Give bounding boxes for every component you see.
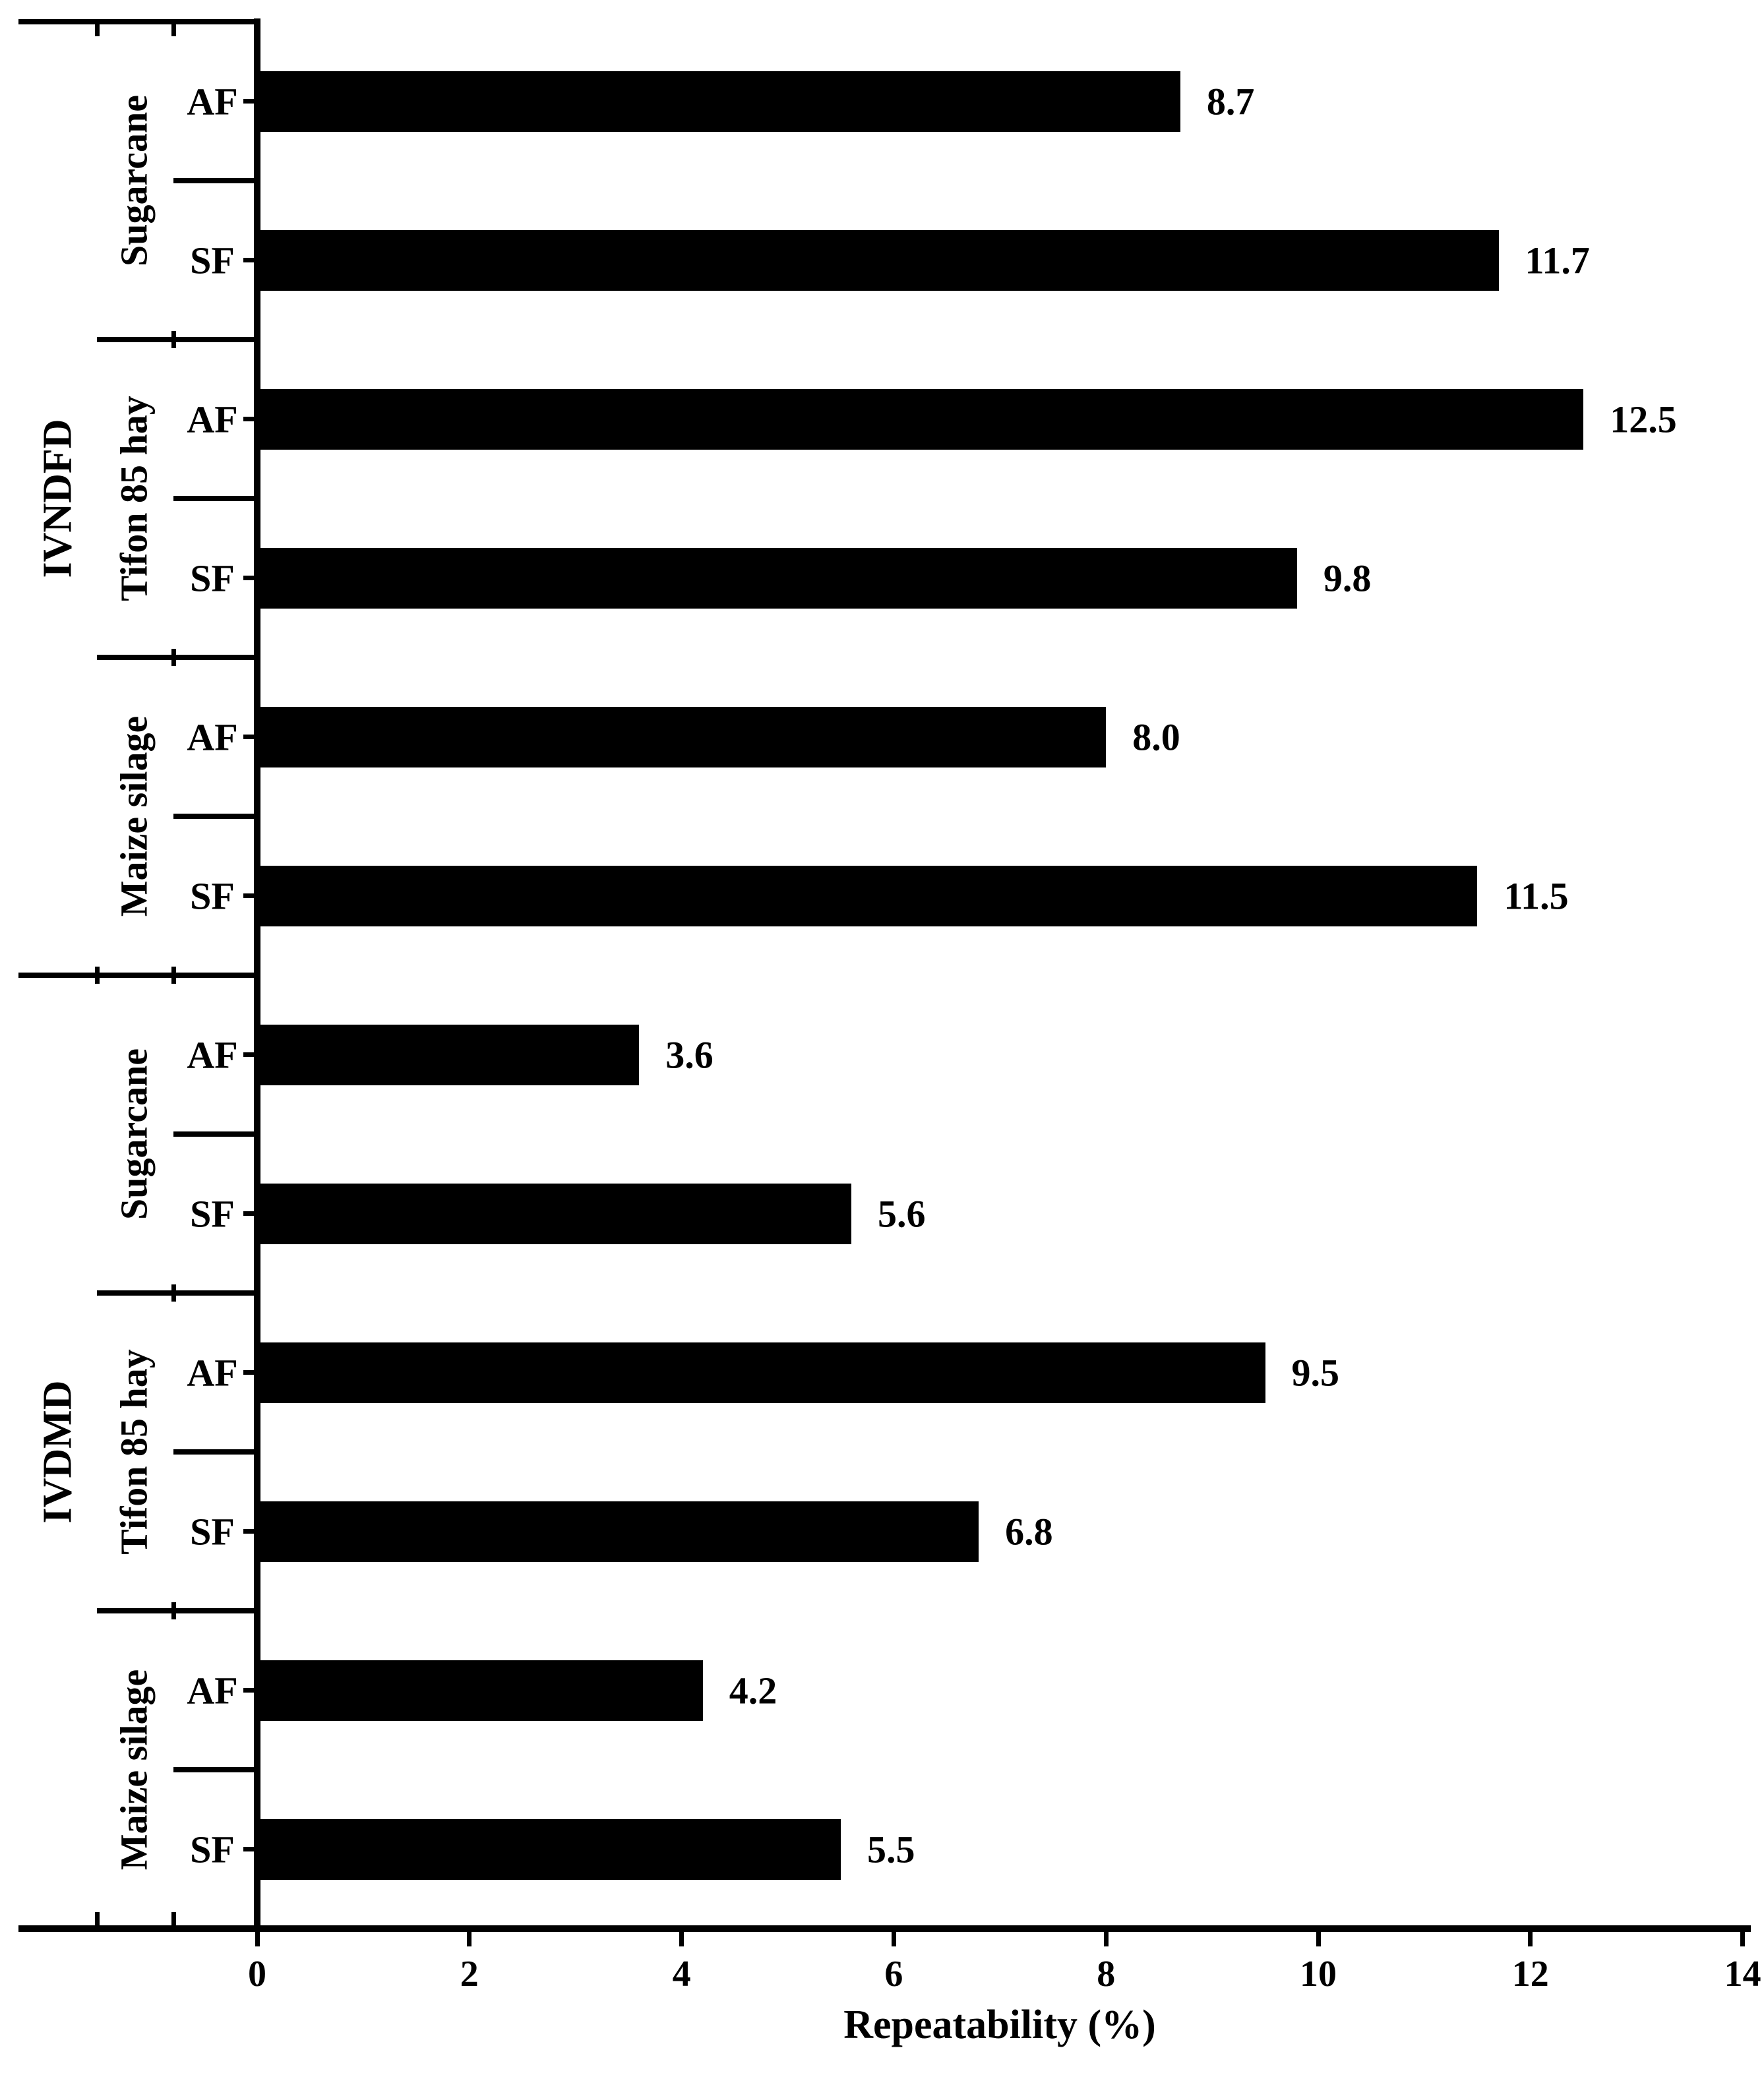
category-axis-tick — [243, 258, 254, 262]
feed-label: Tifon 85 hay — [112, 1349, 156, 1555]
fraction-label: SF — [190, 556, 235, 599]
bar — [260, 71, 1180, 132]
x-axis-tick-label: 14 — [1724, 1954, 1761, 1995]
category-divider-tick — [171, 967, 176, 984]
bar-value-label: 11.5 — [1504, 874, 1569, 917]
feed-divider — [97, 1290, 257, 1296]
bar — [260, 229, 1499, 291]
x-axis-tick — [1528, 1932, 1533, 1946]
group-label: IVDMD — [35, 1380, 80, 1524]
fraction-label: AF — [187, 1669, 238, 1712]
feed-label: Sugarcane — [112, 95, 156, 266]
bar-value-label: 12.5 — [1610, 398, 1677, 440]
bar-value-label: 9.8 — [1323, 556, 1372, 599]
bar-value-label: 11.7 — [1525, 239, 1590, 282]
x-axis-tick-label: 8 — [1097, 1954, 1116, 1995]
fraction-label: SF — [190, 874, 235, 917]
bar — [260, 1183, 852, 1244]
bar — [260, 547, 1297, 609]
bar-value-label: 8.7 — [1206, 80, 1255, 123]
x-axis-tick-label: 2 — [460, 1954, 479, 1995]
category-axis-tick — [243, 1052, 254, 1057]
category-axis-tick — [243, 1211, 254, 1216]
feed-label: Maize silage — [112, 715, 156, 917]
bar — [260, 1501, 979, 1562]
fraction-label: AF — [187, 1033, 238, 1076]
x-axis-tick — [891, 1932, 896, 1946]
bar-value-label: 9.5 — [1291, 1351, 1340, 1394]
feed-label: Tifon 85 hay — [112, 396, 156, 601]
x-axis-tick — [255, 1932, 260, 1946]
fraction-label: AF — [187, 1351, 238, 1394]
category-axis-tick — [243, 417, 254, 421]
feed-divider-tick — [171, 331, 176, 348]
feed-label: Sugarcane — [112, 1048, 156, 1220]
bar-value-label: 3.6 — [665, 1033, 714, 1076]
bar — [260, 1024, 640, 1085]
bar-value-label: 4.2 — [729, 1669, 777, 1712]
x-axis-tick — [467, 1932, 472, 1946]
fraction-divider — [173, 1131, 257, 1137]
category-axis-tick — [243, 576, 254, 580]
category-axis-tick — [243, 893, 254, 898]
feed-divider — [97, 655, 257, 660]
x-axis-tick-label: 0 — [248, 1954, 266, 1995]
category-axis-tick — [243, 735, 254, 739]
feed-divider — [97, 337, 257, 342]
category-axis-tick — [243, 1688, 254, 1693]
bar — [260, 388, 1584, 450]
bar — [260, 706, 1107, 767]
category-axis-tick — [243, 1370, 254, 1375]
bar — [260, 1660, 703, 1721]
x-axis-line — [18, 1925, 1751, 1932]
fraction-label: SF — [190, 1828, 235, 1871]
y-axis-line — [254, 18, 260, 1932]
category-divider-tick — [94, 967, 100, 984]
category-divider-tick — [171, 19, 176, 36]
fraction-label: SF — [190, 1192, 235, 1235]
x-axis-tick-label: 4 — [672, 1954, 691, 1995]
x-axis-tick-label: 10 — [1300, 1954, 1337, 1995]
fraction-label: SF — [190, 239, 235, 282]
category-divider-tick — [171, 1912, 176, 1925]
category-divider-major — [18, 973, 257, 978]
feed-divider-tick — [171, 649, 176, 666]
bar-value-label: 5.5 — [867, 1828, 915, 1871]
bar — [260, 1819, 841, 1880]
category-axis-tick — [243, 99, 254, 104]
category-divider-tick — [94, 19, 100, 36]
x-axis-tick-label: 12 — [1511, 1954, 1549, 1995]
fraction-divider — [173, 814, 257, 819]
x-axis-tick — [679, 1932, 684, 1946]
fraction-label: SF — [190, 1510, 235, 1553]
category-axis-tick — [243, 1847, 254, 1851]
fraction-divider — [173, 496, 257, 501]
fraction-label: AF — [187, 398, 238, 440]
feed-divider — [97, 1608, 257, 1613]
fraction-divider — [173, 1449, 257, 1455]
category-axis-tick — [243, 1529, 254, 1534]
x-axis-title: Repeatability (%) — [843, 2002, 1156, 2047]
fraction-divider — [173, 1767, 257, 1772]
bar-value-label: 6.8 — [1005, 1510, 1053, 1553]
category-divider-tick — [94, 1912, 100, 1925]
x-axis-tick — [1316, 1932, 1321, 1946]
group-label: IVNDFD — [35, 419, 80, 578]
fraction-divider — [173, 178, 257, 183]
fraction-label: AF — [187, 80, 238, 123]
bar — [260, 865, 1478, 926]
x-axis-tick-label: 6 — [884, 1954, 903, 1995]
feed-label: Maize silage — [112, 1669, 156, 1871]
x-axis-tick — [1103, 1932, 1109, 1946]
feed-divider-tick — [171, 1602, 176, 1619]
fraction-label: AF — [187, 715, 238, 758]
feed-divider-tick — [171, 1284, 176, 1302]
bar-value-label: 5.6 — [878, 1192, 926, 1235]
x-axis-tick — [1740, 1932, 1746, 1946]
bar-value-label: 8.0 — [1132, 715, 1180, 758]
bar — [260, 1342, 1265, 1403]
category-divider-major — [18, 19, 257, 24]
